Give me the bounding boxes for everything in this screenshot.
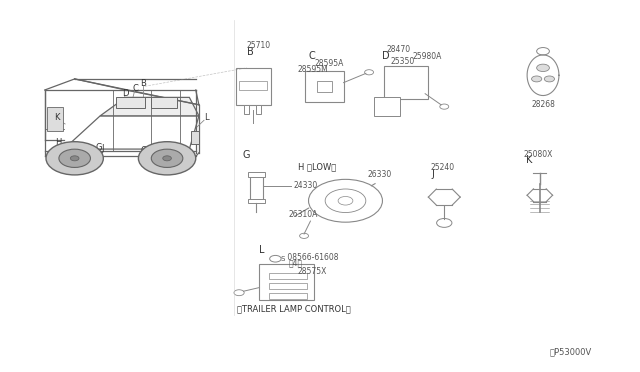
Text: 25980A: 25980A [412, 52, 442, 61]
Circle shape [532, 76, 541, 82]
Circle shape [436, 218, 452, 227]
Bar [248, 172, 264, 177]
Circle shape [269, 256, 281, 262]
Text: 26330: 26330 [368, 170, 392, 179]
Text: L: L [204, 113, 209, 122]
Circle shape [325, 189, 366, 212]
Bar [256, 105, 261, 114]
Text: K: K [54, 113, 59, 122]
Text: D: D [383, 51, 390, 61]
Text: C: C [308, 51, 316, 61]
Polygon shape [64, 116, 199, 149]
Text: K: K [526, 155, 532, 165]
Circle shape [59, 149, 90, 167]
Text: 28575X: 28575X [298, 266, 327, 276]
Bar [151, 97, 177, 109]
Text: G: G [96, 143, 102, 152]
Bar [317, 81, 332, 92]
Text: 25350: 25350 [390, 57, 414, 66]
Circle shape [138, 142, 196, 175]
Bar [116, 97, 145, 109]
Bar [191, 131, 199, 144]
Text: B: B [246, 47, 253, 57]
Text: B: B [140, 79, 146, 88]
Text: 24330: 24330 [293, 181, 317, 190]
Text: 〈TRAILER LAMP CONTROL〉: 〈TRAILER LAMP CONTROL〉 [237, 305, 351, 314]
Text: 28268: 28268 [532, 100, 556, 109]
Text: 〨4〉: 〨4〉 [288, 259, 302, 267]
Text: G: G [243, 150, 250, 160]
Text: 08566-61608: 08566-61608 [285, 253, 339, 262]
Text: J: J [101, 144, 104, 153]
Bar [374, 97, 399, 116]
Bar [384, 66, 428, 99]
Circle shape [544, 76, 554, 82]
Circle shape [70, 156, 79, 161]
Circle shape [234, 290, 244, 296]
Bar [269, 293, 307, 299]
Text: H: H [56, 138, 62, 147]
Text: 25080X: 25080X [524, 150, 554, 159]
Circle shape [300, 233, 308, 238]
Bar [259, 263, 314, 301]
Circle shape [537, 64, 549, 71]
Text: J: J [431, 169, 435, 179]
Text: 28470: 28470 [387, 45, 411, 54]
Text: H 〈LOW〉: H 〈LOW〉 [298, 163, 336, 171]
Circle shape [46, 142, 103, 175]
Circle shape [365, 70, 374, 75]
Text: 28595A: 28595A [315, 59, 344, 68]
Circle shape [537, 48, 549, 55]
Text: 25240: 25240 [430, 163, 454, 173]
Bar [47, 107, 63, 131]
Bar [269, 283, 307, 289]
Circle shape [338, 196, 353, 205]
Circle shape [308, 179, 383, 222]
Text: G: G [140, 146, 147, 155]
Text: D: D [122, 89, 129, 97]
Circle shape [440, 104, 449, 109]
Text: C: C [132, 84, 138, 93]
Text: 28595M: 28595M [298, 64, 328, 74]
Bar [239, 81, 268, 90]
Bar [269, 273, 307, 279]
Circle shape [163, 156, 172, 161]
Bar [248, 199, 264, 203]
Text: 26310A: 26310A [288, 211, 317, 219]
Text: 〈P53000V: 〈P53000V [549, 348, 591, 357]
Text: 25710: 25710 [246, 41, 271, 49]
Bar [244, 105, 248, 114]
Bar [250, 175, 262, 201]
Polygon shape [100, 97, 199, 116]
Text: S: S [280, 256, 285, 262]
Bar [236, 68, 271, 105]
Bar [305, 71, 344, 102]
Circle shape [151, 149, 183, 167]
Text: L: L [259, 245, 265, 255]
